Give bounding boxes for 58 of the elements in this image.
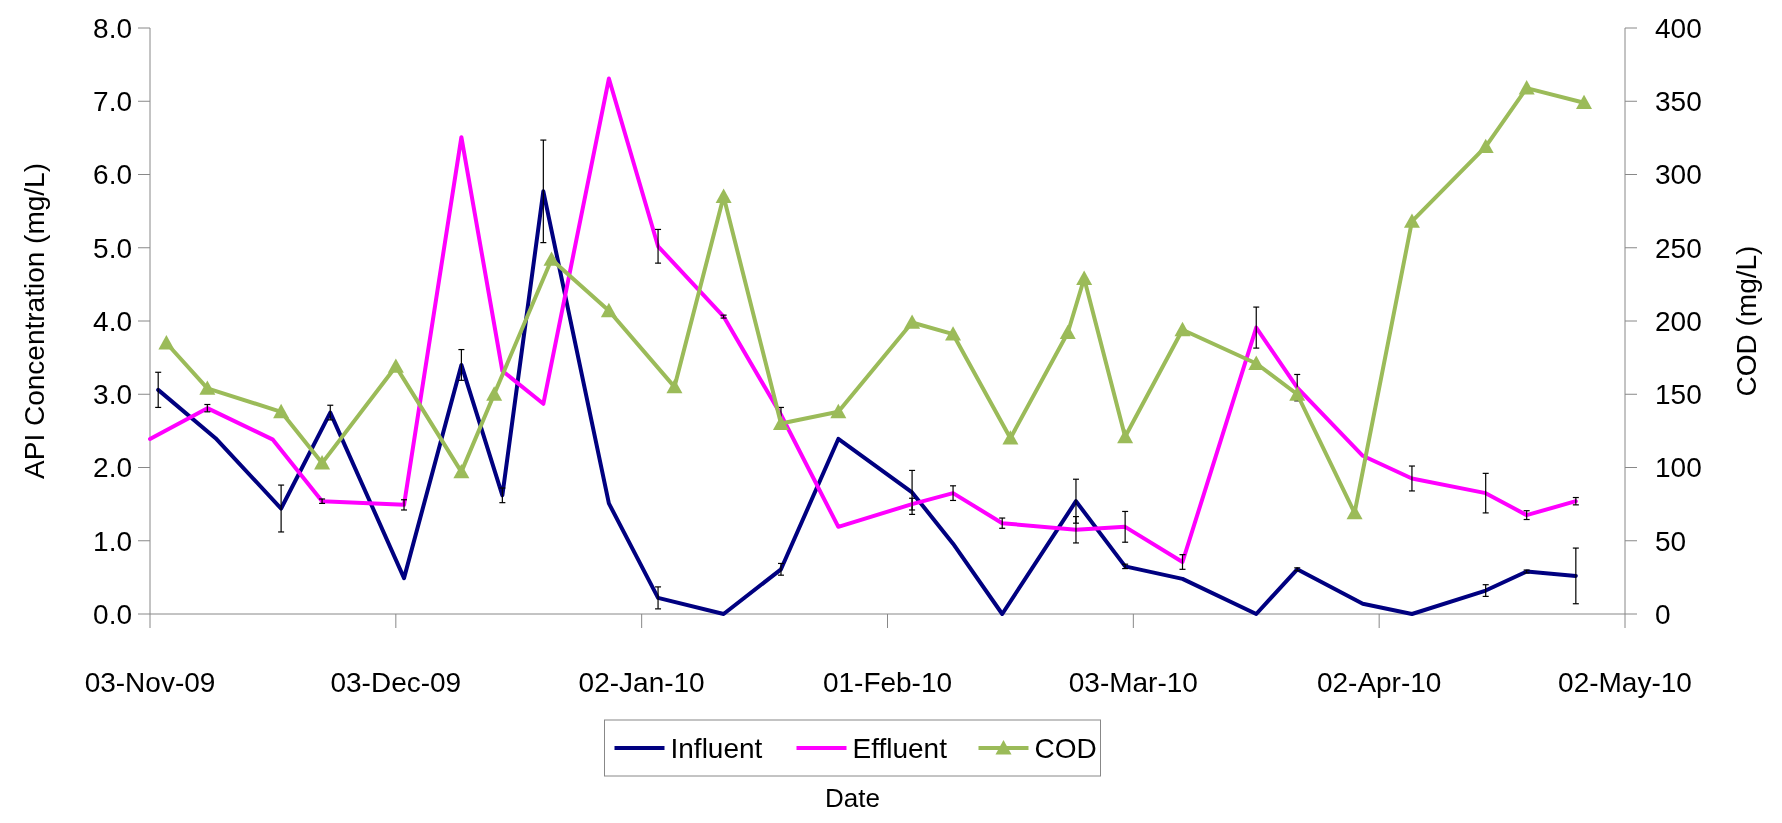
- y2-tick-label: 150: [1655, 379, 1702, 411]
- point: [1576, 94, 1593, 110]
- x-tick-label: 02-Apr-10: [1316, 667, 1442, 698]
- point: [1477, 138, 1494, 154]
- point: [453, 463, 470, 479]
- y-tick-label: 7.0: [93, 86, 132, 118]
- x-tick-label: 02-Jan-10: [578, 667, 705, 698]
- y-tick-label: 3.0: [93, 379, 132, 411]
- y-tick-label: 8.0: [93, 12, 132, 44]
- legend-label: Influent: [670, 732, 763, 764]
- point: [666, 378, 683, 394]
- y2-tick-label: 50: [1655, 525, 1687, 557]
- x-tick-label: 03-Dec-09: [330, 667, 462, 698]
- point: [830, 403, 847, 419]
- x-axis-title: Date: [825, 783, 880, 813]
- point: [387, 358, 404, 373]
- legend-label: Effluent: [852, 732, 948, 764]
- point: [199, 380, 216, 395]
- y2-tick-label: 200: [1655, 305, 1702, 337]
- point: [715, 188, 732, 203]
- x-tick-label: 02-May-10: [1558, 667, 1692, 698]
- y-tick-label: 4.0: [93, 305, 132, 337]
- y2-tick-label: 300: [1655, 159, 1702, 191]
- y-tick-label: 1.0: [93, 525, 132, 557]
- point: [1059, 324, 1076, 340]
- y2-tick-label: 250: [1655, 232, 1702, 264]
- legend-label: COD: [1034, 732, 1097, 764]
- y2-tick-label: 400: [1655, 12, 1702, 44]
- x-tick-label: 01-Feb-10: [822, 667, 953, 698]
- point: [1117, 428, 1134, 444]
- point: [1518, 80, 1535, 95]
- point: [314, 455, 331, 470]
- point: [945, 326, 962, 341]
- y2-tick-label: 0: [1655, 598, 1671, 630]
- y2-tick-label: 350: [1655, 86, 1702, 118]
- point: [772, 415, 789, 430]
- point: [1346, 504, 1363, 520]
- point: [543, 251, 560, 266]
- point: [1289, 386, 1306, 401]
- y-tick-label: 2.0: [93, 452, 132, 484]
- x-tick-label: 03-Mar-10: [1068, 667, 1198, 698]
- point: [1174, 321, 1191, 337]
- y2-axis-title: COD (mg/L): [1731, 245, 1762, 397]
- point: [600, 302, 617, 318]
- point: [158, 334, 175, 350]
- y-tick-label: 6.0: [93, 159, 132, 191]
- point: [1076, 270, 1093, 285]
- y2-tick-label: 100: [1655, 452, 1702, 484]
- point: [273, 403, 290, 419]
- point: [1002, 430, 1019, 445]
- x-tick-label: 03-Nov-09: [84, 667, 216, 698]
- y-tick-label: 5.0: [93, 232, 132, 264]
- point: [1403, 213, 1420, 228]
- point: [486, 386, 503, 401]
- y-axis-title: API Concentration (mg/L): [19, 163, 50, 479]
- line-series: [156, 189, 1578, 616]
- point: [904, 314, 921, 329]
- y-tick-label: 0.0: [93, 598, 132, 630]
